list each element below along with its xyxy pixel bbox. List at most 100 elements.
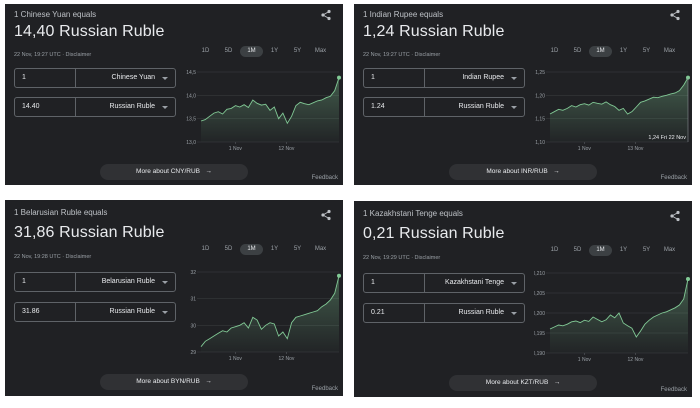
tab-range-5d[interactable]: 5D [573,247,582,253]
tab-range-max[interactable]: Max [663,247,676,253]
timestamp-disclaimer[interactable]: 22 Nov, 19:28 UTC · Disclaimer [14,254,92,260]
share-icon[interactable] [669,9,681,21]
share-icon[interactable] [669,210,681,222]
equals-label: 1 Kazakhstani Tenge equals [363,209,463,218]
to-currency-select[interactable]: Russian Ruble [109,103,155,110]
tab-range-1m[interactable]: 1M [589,46,612,57]
tab-range-5y[interactable]: 5Y [642,48,651,54]
to-currency-field[interactable]: 31.86 Russian Ruble [14,302,176,322]
converted-rate: 14,40 Russian Ruble [14,23,165,40]
tab-range-5y[interactable]: 5Y [642,247,651,253]
tab-range-1y[interactable]: 1Y [619,247,628,253]
timestamp-disclaimer[interactable]: 22 Nov, 19:29 UTC · Disclaimer [363,255,441,261]
tab-range-5y[interactable]: 5Y [293,48,302,54]
tab-range-1d[interactable]: 1D [201,246,210,252]
to-amount-input[interactable]: 14.40 [22,103,40,110]
more-about-button[interactable]: More about BYN/RUB → [100,374,248,390]
chevron-down-icon[interactable] [511,106,517,109]
share-icon[interactable] [320,209,332,221]
to-amount-input[interactable]: 0.21 [371,309,385,316]
chevron-down-icon[interactable] [162,311,168,314]
from-amount-input[interactable]: 1 [22,74,26,81]
to-amount-input[interactable]: 1.24 [371,103,385,110]
tab-range-1m[interactable]: 1M [240,244,263,255]
converted-rate: 31,86 Russian Ruble [14,224,165,241]
hover-tooltip: 1,24 Fri 22 Nov [648,135,686,141]
more-about-label: More about BYN/RUB [136,378,200,385]
tab-range-1y[interactable]: 1Y [270,48,279,54]
from-currency-select[interactable]: Chinese Yuan [111,74,155,81]
more-about-label: More about INR/RUB [486,168,548,175]
tab-range-5y[interactable]: 5Y [293,246,302,252]
chevron-down-icon[interactable] [162,281,168,284]
y-tick-label: 14,5 [186,70,196,76]
chevron-down-icon[interactable] [162,77,168,80]
y-tick-label: 32 [190,270,196,276]
from-currency-field[interactable]: 1 Belarusian Ruble [14,272,176,292]
tab-range-1d[interactable]: 1D [550,247,559,253]
chevron-down-icon[interactable] [162,106,168,109]
more-about-button[interactable]: More about KZT/RUB → [449,375,597,391]
from-currency-select[interactable]: Belarusian Ruble [101,278,155,285]
y-tick-label: 13,0 [186,140,196,146]
tab-range-max[interactable]: Max [314,246,327,252]
y-tick-label: 13,5 [186,117,196,123]
to-currency-field[interactable]: 14.40 Russian Ruble [14,97,176,117]
feedback-link[interactable]: Feedback [660,175,687,181]
from-amount-input[interactable]: 1 [371,74,375,81]
chevron-down-icon[interactable] [511,77,517,80]
rate-area [201,275,339,352]
to-currency-select[interactable]: Russian Ruble [458,309,504,316]
rate-chart[interactable]: 32 31 30 29 1 Nov 12 Nov [185,266,343,366]
share-icon[interactable] [320,9,332,21]
rate-area [201,77,339,142]
from-currency-field[interactable]: 1 Indian Rupee [363,68,525,88]
y-tick-label: 1,15 [535,117,545,123]
tab-range-1d[interactable]: 1D [201,48,210,54]
tab-range-1m[interactable]: 1M [589,245,612,256]
more-about-button[interactable]: More about INR/RUB → [449,164,597,180]
converted-rate: 0,21 Russian Ruble [363,225,505,242]
timestamp-disclaimer[interactable]: 22 Nov, 19:27 UTC · Disclaimer [14,52,92,58]
to-currency-field[interactable]: 0.21 Russian Ruble [363,303,525,323]
from-amount-input[interactable]: 1 [371,279,375,286]
tab-range-1m[interactable]: 1M [240,46,263,57]
to-currency-select[interactable]: Russian Ruble [458,103,504,110]
from-currency-select[interactable]: Kazakhstani Tenge [444,279,504,286]
tab-range-5d[interactable]: 5D [224,48,233,54]
rate-line [200,77,340,125]
timestamp-disclaimer[interactable]: 22 Nov, 19:27 UTC · Disclaimer [363,52,441,58]
tab-range-max[interactable]: Max [314,48,327,54]
feedback-link[interactable]: Feedback [311,175,338,181]
feedback-link[interactable]: Feedback [660,387,687,393]
equals-label: 1 Indian Rupee equals [363,10,444,19]
more-about-label: More about CNY/RUB [136,168,200,175]
feedback-link[interactable]: Feedback [311,386,338,392]
tab-range-1y[interactable]: 1Y [270,246,279,252]
to-currency-field[interactable]: 1.24 Russian Ruble [363,97,525,117]
rate-chart[interactable]: 14,5 14,0 13,5 13,0 1 Nov 12 Nov [185,66,343,156]
converter-panel: 1 Indian Rupee equals 1,24 Russian Ruble… [354,4,692,185]
to-currency-select[interactable]: Russian Ruble [109,308,155,315]
rate-chart[interactable]: 0,210 0,205 0,200 0,195 0,190 1 Nov 12 Nov [534,267,692,367]
rate-chart[interactable]: 1,25 1,20 1,15 1,10 1 Nov 13 Nov 1,24 Fri 22 N… [534,66,692,156]
latest-point [686,277,690,281]
x-tick-label: 13 Nov [628,146,644,152]
tab-range-1y[interactable]: 1Y [619,48,628,54]
tab-range-max[interactable]: Max [663,48,676,54]
tab-range-5d[interactable]: 5D [573,48,582,54]
chevron-down-icon[interactable] [511,312,517,315]
from-currency-field[interactable]: 1 Kazakhstani Tenge [363,273,525,293]
tab-range-5d[interactable]: 5D [224,246,233,252]
latest-point [337,273,341,278]
chevron-down-icon[interactable] [511,282,517,285]
tab-range-1d[interactable]: 1D [550,48,559,54]
field-divider [75,69,76,87]
time-range-tabs: 1D 5D 1M 1Y 5Y Max [194,244,332,255]
from-amount-input[interactable]: 1 [22,278,26,285]
from-currency-field[interactable]: 1 Chinese Yuan [14,68,176,88]
from-currency-select[interactable]: Indian Rupee [462,74,504,81]
to-amount-input[interactable]: 31.86 [22,308,40,315]
more-about-button[interactable]: More about CNY/RUB → [100,164,248,180]
rate-line [200,275,340,347]
